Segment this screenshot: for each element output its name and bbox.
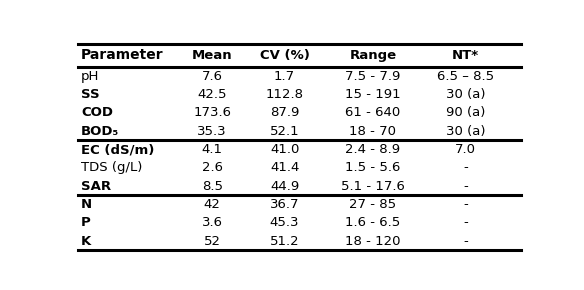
Text: 30 (a): 30 (a) (446, 125, 485, 138)
Text: -: - (463, 235, 468, 248)
Text: 61 - 640: 61 - 640 (345, 106, 401, 119)
Text: 45.3: 45.3 (270, 216, 300, 229)
Text: Range: Range (349, 49, 397, 62)
Text: 7.0: 7.0 (455, 143, 476, 156)
Text: N: N (81, 198, 92, 211)
Text: 42.5: 42.5 (197, 88, 227, 101)
Text: -: - (463, 162, 468, 174)
Text: Mean: Mean (192, 49, 232, 62)
Text: 27 - 85: 27 - 85 (349, 198, 397, 211)
Text: 3.6: 3.6 (201, 216, 223, 229)
Text: 112.8: 112.8 (266, 88, 304, 101)
Text: Parameter: Parameter (81, 48, 164, 62)
Text: 90 (a): 90 (a) (446, 106, 485, 119)
Text: 36.7: 36.7 (270, 198, 300, 211)
Text: -: - (463, 216, 468, 229)
Text: 173.6: 173.6 (193, 106, 231, 119)
Text: 41.4: 41.4 (270, 162, 299, 174)
Text: 44.9: 44.9 (270, 180, 299, 193)
Text: pH: pH (81, 70, 99, 83)
Text: BOD₅: BOD₅ (81, 125, 119, 138)
Text: -: - (463, 198, 468, 211)
Text: COD: COD (81, 106, 113, 119)
Text: P: P (81, 216, 91, 229)
Text: TDS (g/L): TDS (g/L) (81, 162, 142, 174)
Text: 30 (a): 30 (a) (446, 88, 485, 101)
Text: 42: 42 (204, 198, 221, 211)
Text: SAR: SAR (81, 180, 112, 193)
Text: 1.5 - 5.6: 1.5 - 5.6 (345, 162, 401, 174)
Text: 51.2: 51.2 (270, 235, 300, 248)
Text: 18 - 120: 18 - 120 (345, 235, 401, 248)
Text: 5.1 - 17.6: 5.1 - 17.6 (341, 180, 405, 193)
Text: 1.7: 1.7 (274, 70, 295, 83)
Text: EC (dS/m): EC (dS/m) (81, 143, 155, 156)
Text: 4.1: 4.1 (201, 143, 223, 156)
Text: 2.4 - 8.9: 2.4 - 8.9 (345, 143, 401, 156)
Text: CV (%): CV (%) (260, 49, 310, 62)
Text: 41.0: 41.0 (270, 143, 299, 156)
Text: 8.5: 8.5 (201, 180, 223, 193)
Text: 35.3: 35.3 (197, 125, 227, 138)
Text: K: K (81, 235, 92, 248)
Text: 52: 52 (204, 235, 221, 248)
Text: 18 - 70: 18 - 70 (349, 125, 397, 138)
Text: NT*: NT* (452, 49, 479, 62)
Text: 52.1: 52.1 (270, 125, 300, 138)
Text: 87.9: 87.9 (270, 106, 299, 119)
Text: 1.6 - 6.5: 1.6 - 6.5 (345, 216, 401, 229)
Text: -: - (463, 180, 468, 193)
Text: SS: SS (81, 88, 100, 101)
Text: 7.5 - 7.9: 7.5 - 7.9 (345, 70, 401, 83)
Text: 2.6: 2.6 (201, 162, 223, 174)
Text: 7.6: 7.6 (201, 70, 223, 83)
Text: 15 - 191: 15 - 191 (345, 88, 401, 101)
Text: 6.5 – 8.5: 6.5 – 8.5 (437, 70, 494, 83)
